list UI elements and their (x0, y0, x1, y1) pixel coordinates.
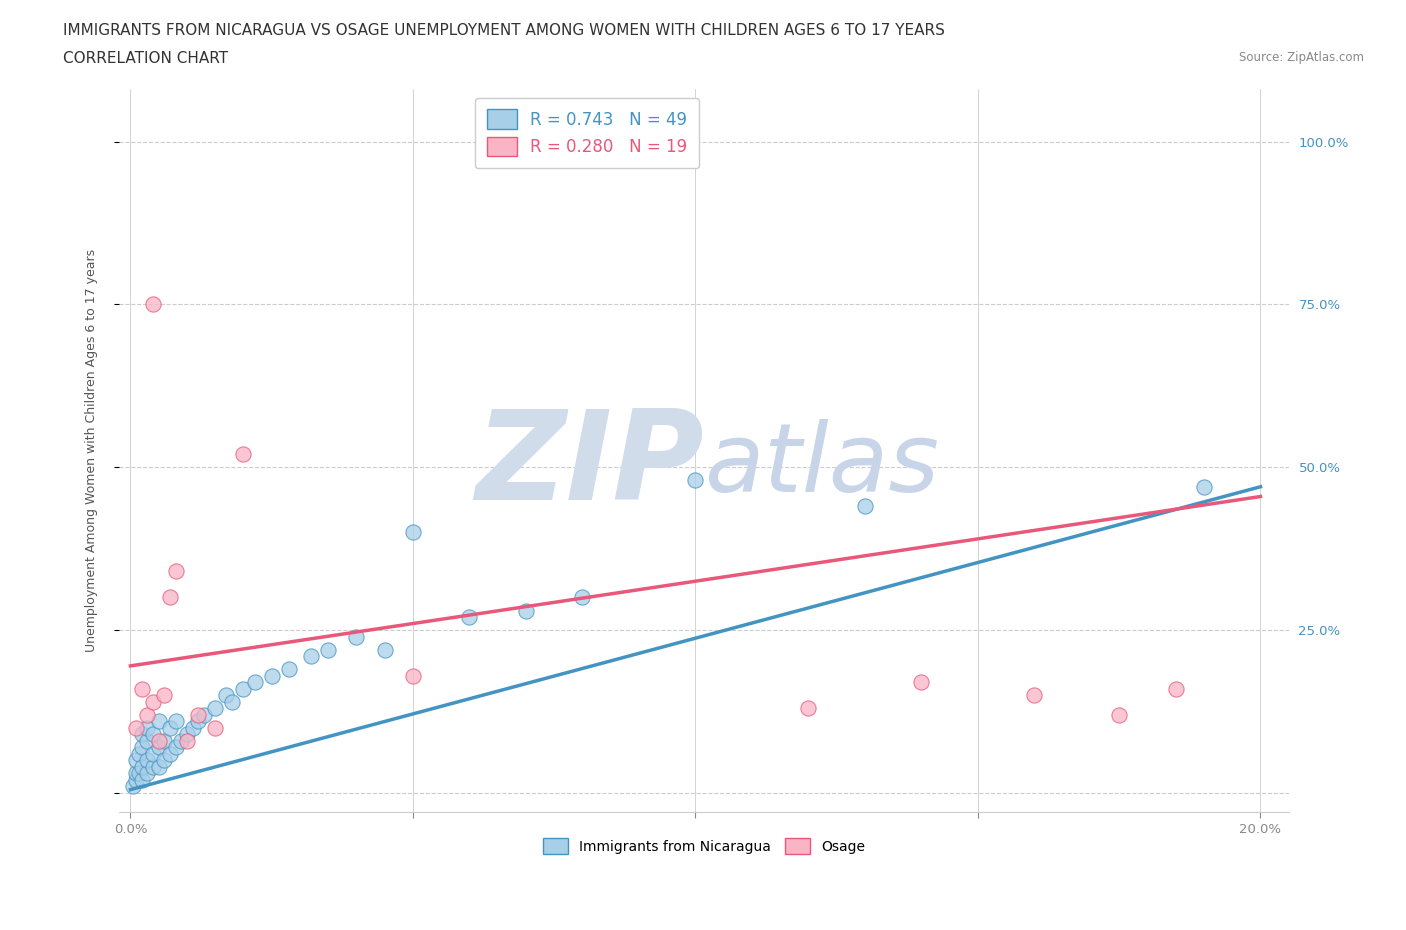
Point (125, 721, 148, 736)
Point (131, 760, 153, 775)
Point (125, 766, 148, 781)
Point (243, 675, 266, 690)
Point (170, 734, 193, 749)
Point (142, 760, 165, 775)
Point (215, 688, 238, 703)
Point (136, 766, 159, 781)
Point (153, 734, 176, 749)
Point (181, 721, 204, 736)
Point (125, 773, 148, 788)
Point (797, 701, 820, 716)
Point (148, 760, 170, 775)
Point (853, 498, 876, 513)
Point (204, 701, 226, 716)
Point (142, 695, 165, 710)
Point (131, 727, 153, 742)
Point (148, 734, 170, 749)
Point (176, 727, 198, 742)
Point (277, 661, 299, 676)
Point (131, 682, 153, 697)
Point (159, 590, 181, 604)
Point (159, 747, 181, 762)
Point (374, 642, 396, 657)
Point (128, 766, 150, 781)
Point (1192, 479, 1215, 494)
Point (131, 773, 153, 788)
Point (221, 695, 243, 710)
Point (136, 708, 159, 723)
Point (402, 669, 425, 684)
Text: Source: ZipAtlas.com: Source: ZipAtlas.com (1239, 51, 1364, 64)
Point (571, 590, 593, 604)
Point (402, 525, 425, 539)
Point (148, 714, 170, 729)
Point (142, 747, 165, 762)
Point (136, 753, 159, 768)
Point (125, 753, 148, 768)
Point (148, 740, 170, 755)
Point (910, 675, 932, 690)
Point (159, 721, 181, 736)
Point (232, 682, 254, 697)
Text: atlas: atlas (704, 418, 939, 512)
Point (515, 603, 537, 618)
Point (316, 642, 339, 657)
Point (299, 648, 322, 663)
Point (136, 734, 159, 749)
Point (1108, 708, 1130, 723)
Point (128, 747, 150, 762)
Point (165, 740, 187, 755)
Point (1164, 682, 1187, 697)
Point (136, 721, 159, 736)
Point (685, 472, 707, 487)
Point (142, 297, 165, 312)
Text: IMMIGRANTS FROM NICARAGUA VS OSAGE UNEMPLOYMENT AMONG WOMEN WITH CHILDREN AGES 6: IMMIGRANTS FROM NICARAGUA VS OSAGE UNEMP… (63, 23, 945, 38)
Point (176, 734, 198, 749)
Text: ZIP: ZIP (475, 405, 704, 525)
Point (153, 688, 176, 703)
Point (260, 669, 283, 684)
Point (187, 708, 209, 723)
Point (142, 727, 165, 742)
Legend: Immigrants from Nicaragua, Osage: Immigrants from Nicaragua, Osage (537, 832, 870, 859)
Y-axis label: Unemployment Among Women with Children Ages 6 to 17 years: Unemployment Among Women with Children A… (86, 249, 98, 653)
Point (122, 779, 145, 794)
Point (165, 714, 187, 729)
Point (193, 708, 215, 723)
Point (204, 721, 226, 736)
Point (458, 609, 481, 624)
Point (165, 564, 187, 578)
Point (1024, 688, 1046, 703)
Point (232, 446, 254, 461)
Point (131, 740, 153, 755)
Point (187, 714, 209, 729)
Text: CORRELATION CHART: CORRELATION CHART (63, 51, 228, 66)
Point (346, 629, 368, 644)
Point (153, 753, 176, 768)
